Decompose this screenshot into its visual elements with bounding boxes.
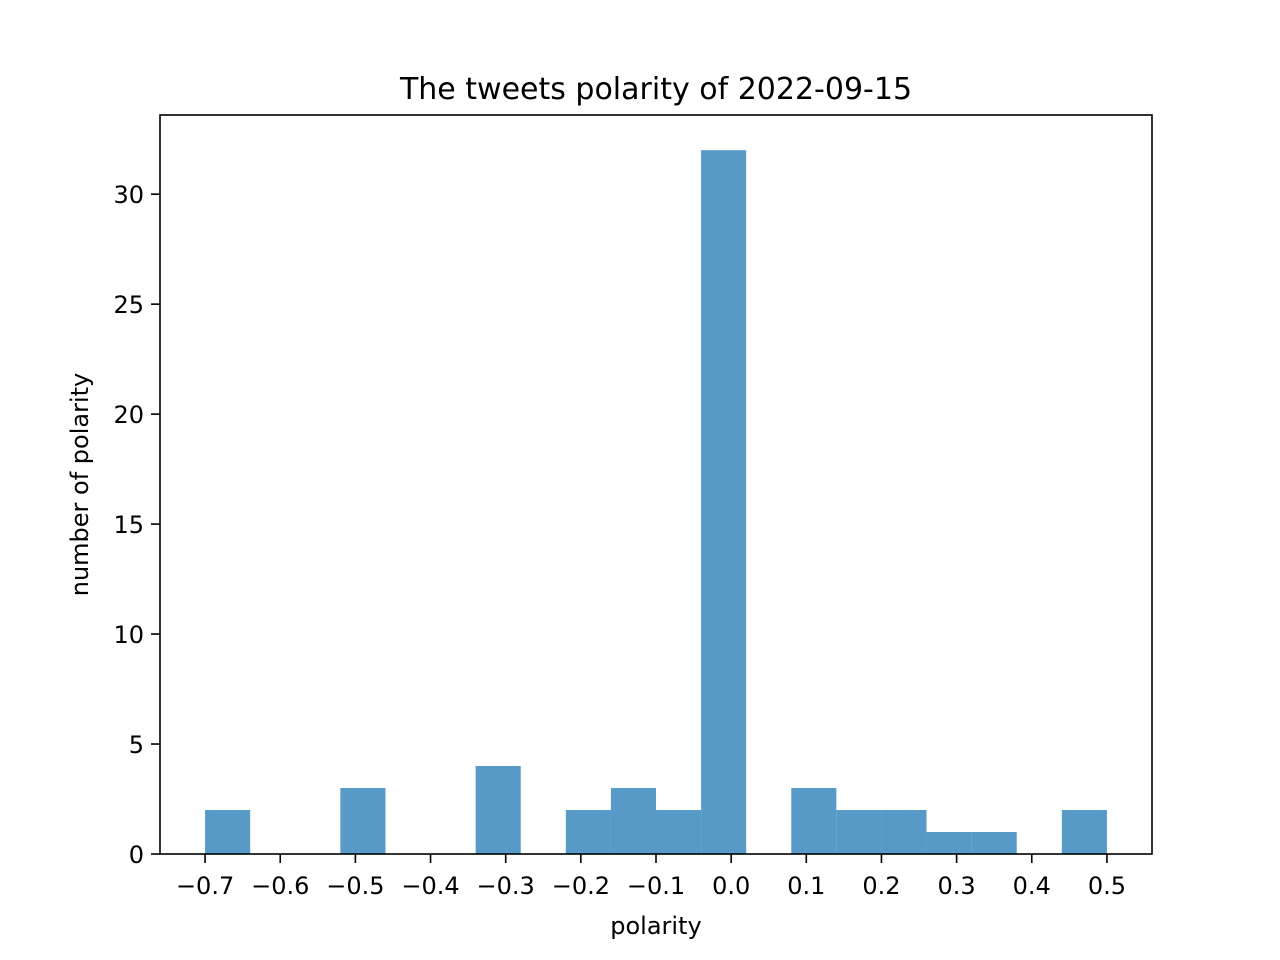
x-tick-label: 0.1: [787, 872, 825, 900]
x-tick-label: −0.4: [401, 872, 459, 900]
x-tick-label: −0.5: [326, 872, 384, 900]
x-tick-label: 0.0: [712, 872, 750, 900]
chart-title: The tweets polarity of 2022-09-15: [399, 72, 912, 107]
x-tick-label: −0.2: [552, 872, 610, 900]
histogram-bar: [340, 788, 386, 854]
histogram-bar: [926, 832, 972, 854]
y-tick-label: 30: [113, 181, 144, 209]
histogram-bar: [881, 810, 927, 854]
x-tick-label: 0.3: [938, 872, 976, 900]
histogram-bar: [610, 788, 656, 854]
x-axis-ticks: −0.7 −0.6 −0.5 −0.4 −0.3 −0.2 −0.1 0.0 0.1 0.2 0.3…: [176, 854, 1126, 900]
histogram-bar: [701, 150, 747, 854]
histogram-bar: [565, 810, 611, 854]
y-tick-label: 25: [113, 291, 144, 319]
histogram-bar: [836, 810, 882, 854]
x-tick-label: −0.1: [627, 872, 685, 900]
bars-group: [205, 150, 1107, 854]
plot-area-frame: [159, 114, 1153, 855]
x-axis-label: polarity: [610, 912, 701, 940]
x-tick-label: −0.6: [251, 872, 309, 900]
y-tick-label: 15: [113, 511, 144, 539]
histogram-bar: [791, 788, 837, 854]
histogram-bar: [656, 810, 702, 854]
histogram-bar: [971, 832, 1017, 854]
y-axis-ticks: 0 5 10 15 20 25 30: [113, 181, 160, 869]
x-tick-label: −0.3: [477, 872, 535, 900]
x-tick-label: 0.4: [1013, 872, 1051, 900]
y-axis-label: number of polarity: [66, 373, 94, 597]
x-tick-label: 0.2: [862, 872, 900, 900]
x-tick-label: 0.5: [1088, 872, 1126, 900]
y-tick-label: 5: [129, 731, 144, 759]
histogram-bar: [475, 766, 521, 854]
histogram-bar: [1061, 810, 1107, 854]
y-tick-label: 0: [129, 841, 144, 869]
y-tick-label: 10: [113, 621, 144, 649]
y-tick-label: 20: [113, 401, 144, 429]
histogram-bar: [205, 810, 251, 854]
x-tick-label: −0.7: [176, 872, 234, 900]
